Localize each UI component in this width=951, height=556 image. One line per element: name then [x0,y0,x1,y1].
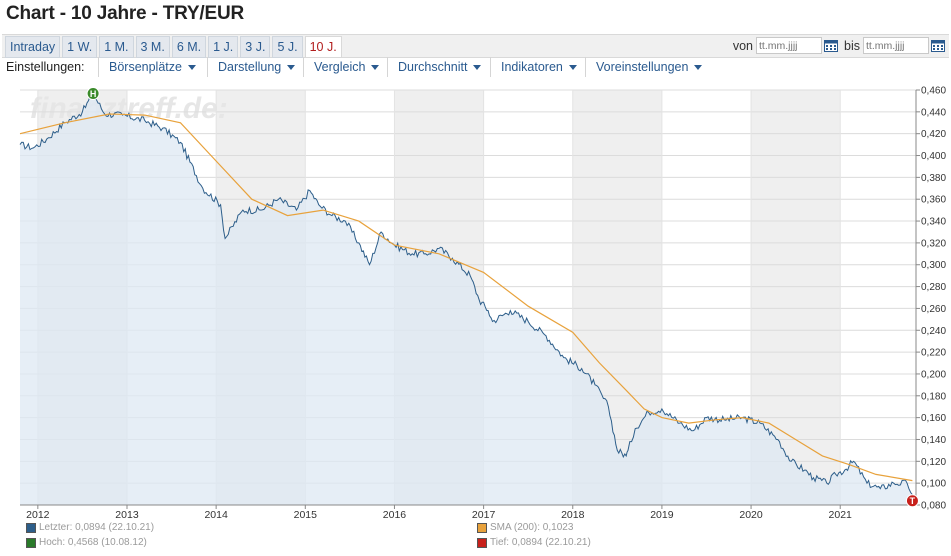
y-tick-label: 0,100 [921,479,946,490]
menu-boersenplaetze[interactable]: Börsenplätze [98,57,204,77]
y-tick-label: 0,180 [921,391,946,402]
from-date-input[interactable] [756,37,823,54]
y-tick-label: 0,120 [921,457,946,468]
x-tick-label: 2012 [26,509,50,520]
from-label: von [732,38,754,53]
y-tick-label: 0,260 [921,304,946,315]
legend-high: Hoch: 0,4568 (10.08.12) [26,537,147,548]
y-tick-label: 0,420 [921,129,946,140]
x-tick-label: 2014 [204,509,228,520]
menu-label: Durchschnitt [398,60,468,74]
y-tick-label: 0,380 [921,173,946,184]
low-marker-label: T [910,496,916,506]
menu-indikatoren[interactable]: Indikatoren [490,57,585,77]
range-tab-6-m[interactable]: 6 M. [171,36,207,58]
x-tick-label: 2019 [650,509,674,520]
caret-down-icon [473,65,482,71]
y-tick-label: 0,320 [921,238,946,249]
legend-text: Tief: 0,0894 (22.10.21) [490,537,591,548]
y-tick-label: 0,440 [921,107,946,118]
high-marker [86,86,100,100]
to-date-input[interactable] [863,37,929,54]
x-tick-label: 2016 [383,509,407,520]
caret-down-icon [568,65,577,71]
range-tab-3-j[interactable]: 3 J. [240,36,271,58]
y-tick-label: 0,240 [921,326,946,337]
x-tick-label: 2017 [472,509,496,520]
caret-down-icon [371,65,380,71]
y-tick-label: 0,140 [921,435,946,446]
x-tick-label: 2013 [115,509,139,520]
settings-bar: Einstellungen: Börsenplätze Darstellung … [2,57,949,79]
y-tick-label: 0,200 [921,369,946,380]
y-tick-label: 0,300 [921,260,946,271]
y-tick-label: 0,160 [921,413,946,424]
x-tick-label: 2018 [561,509,585,520]
page-title: Chart - 10 Jahre - TRY/EUR [6,3,244,24]
y-tick-label: 0,360 [921,195,946,206]
y-tick-label: 0,340 [921,217,946,228]
sma-line [19,113,913,482]
range-tab-5-j[interactable]: 5 J. [272,36,303,58]
range-tabs: Intraday 1 W. 1 M. 3 M. 6 M. 1 J. 3 J. 5 J. 10 J… [5,35,344,58]
calendar-icon[interactable] [824,39,839,52]
price-chart: finanztreff.de:0,0800,1000,1200,1400,160… [19,86,946,520]
y-tick-label: 0,280 [921,282,946,293]
legend-sma: SMA (200): 0,1023 [477,522,573,533]
y-tick-label: 0,220 [921,348,946,359]
legend-swatch-low [477,537,487,548]
caret-down-icon [694,65,703,71]
range-tab-1-j[interactable]: 1 J. [208,36,239,58]
caret-down-icon [287,65,296,71]
y-tick-label: 0,080 [921,501,946,512]
legend-swatch-last [26,522,36,533]
range-tab-intraday[interactable]: Intraday [5,36,61,58]
range-tab-1-w[interactable]: 1 W. [62,36,98,58]
x-tick-label: 2020 [739,509,763,520]
range-tab-3-m[interactable]: 3 M. [135,36,170,58]
menu-label: Vergleich [314,60,366,74]
menu-label: Indikatoren [501,60,563,74]
range-tab-1-m[interactable]: 1 M. [99,36,134,58]
to-label: bis [844,38,860,53]
price-area [20,93,913,505]
legend-low: Tief: 0,0894 (22.10.21) [477,537,591,548]
high-marker-label: H [90,89,97,99]
x-tick-label: 2021 [829,509,853,520]
legend-text: Letzter: 0,0894 (22.10.21) [39,522,155,533]
menu-durchschnitt[interactable]: Durchschnitt [387,57,489,77]
range-bar: Intraday 1 W. 1 M. 3 M. 6 M. 1 J. 3 J. 5 J. 10 J… [2,34,949,58]
range-tab-10-j[interactable]: 10 J. [304,36,342,58]
legend-text: SMA (200): 0,1023 [490,522,574,533]
legend-last: Letzter: 0,0894 (22.10.21) [26,522,154,533]
menu-vergleich[interactable]: Vergleich [303,57,387,77]
y-tick-label: 0,400 [921,151,946,162]
calendar-icon[interactable] [931,39,945,52]
legend-swatch-high [26,537,36,548]
menu-voreinstellungen[interactable]: Voreinstellungen [585,57,710,77]
legend-text: Hoch: 0,4568 (10.08.12) [39,537,147,548]
settings-label: Einstellungen: [6,60,85,74]
x-tick-label: 2015 [294,509,318,520]
price-line [19,92,913,496]
legend-swatch-sma [477,522,487,533]
menu-darstellung[interactable]: Darstellung [207,57,303,77]
date-filter: von bis [733,37,945,54]
menu-label: Darstellung [218,60,282,74]
menu-label: Voreinstellungen [596,60,689,74]
menu-label: Börsenplätze [109,60,182,74]
low-marker [905,494,919,508]
y-tick-label: 0,460 [921,86,946,97]
caret-down-icon [187,65,196,71]
